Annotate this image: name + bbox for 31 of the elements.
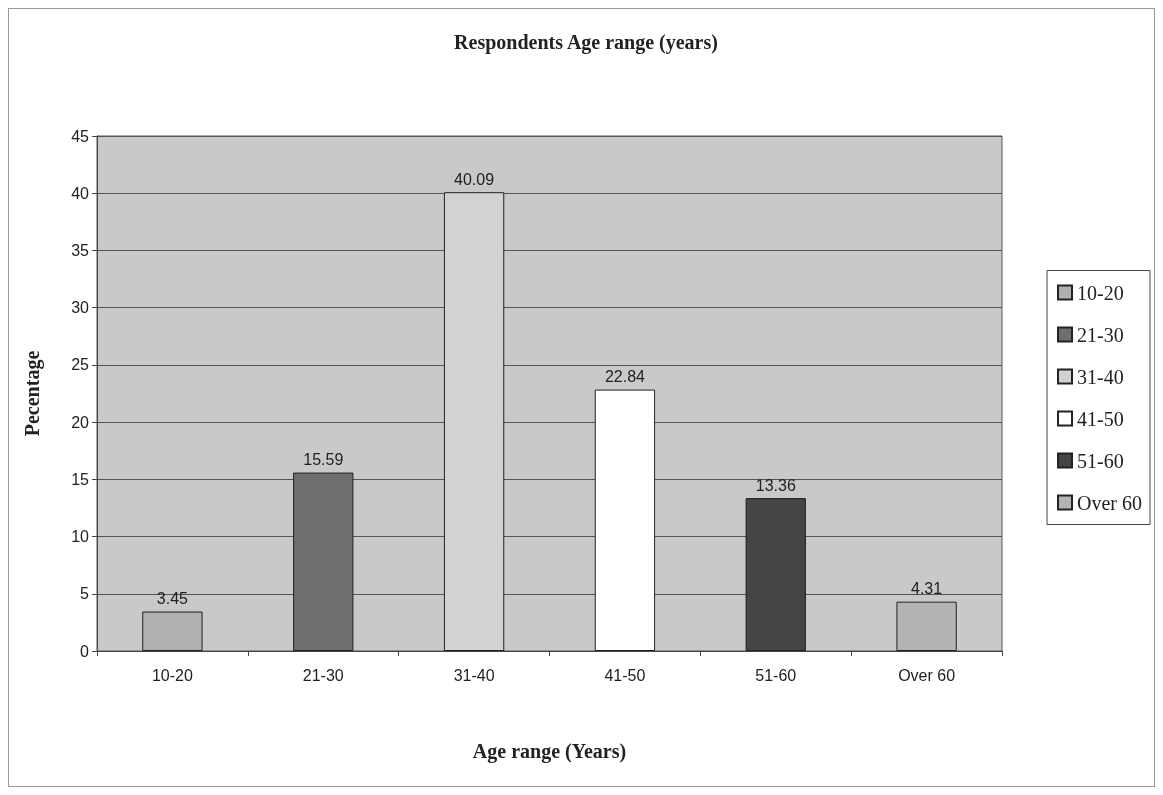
y-tick-label: 30 xyxy=(71,299,90,317)
x-tick-label: 51-60 xyxy=(755,666,797,684)
y-tick-label: 15 xyxy=(71,470,90,488)
y-tick-label: 0 xyxy=(80,642,90,660)
data-label: 4.31 xyxy=(911,580,943,598)
data-label: 40.09 xyxy=(454,170,495,188)
y-tick-label: 35 xyxy=(71,241,90,259)
y-axis-title: Pecentage xyxy=(21,350,44,437)
y-tick-label: 25 xyxy=(71,356,90,374)
y-tick-label: 40 xyxy=(71,184,90,202)
legend-label: 51-60 xyxy=(1077,449,1124,472)
data-label: 15.59 xyxy=(303,451,344,469)
x-tick-label: Over 60 xyxy=(898,666,956,684)
legend-label: 41-50 xyxy=(1077,407,1124,430)
legend-label: 10-20 xyxy=(1077,281,1124,304)
x-tick-label: 31-40 xyxy=(453,666,495,684)
data-label: 22.84 xyxy=(604,368,646,386)
legend-label: 21-30 xyxy=(1077,323,1124,346)
x-axis-title: Age range (Years) xyxy=(472,740,627,763)
data-label: 13.36 xyxy=(755,476,796,494)
y-tick-label: 10 xyxy=(71,528,90,546)
y-tick-label: 20 xyxy=(71,413,90,431)
y-tick-label: 5 xyxy=(80,585,90,603)
data-label: 3.45 xyxy=(156,590,189,608)
y-tick-label: 45 xyxy=(71,127,90,145)
chart-title: Respondents Age range (years) xyxy=(454,31,718,54)
x-tick-label: 21-30 xyxy=(302,666,344,684)
legend-label: 31-40 xyxy=(1077,365,1124,388)
x-tick-label: 41-50 xyxy=(604,666,646,684)
legend-label: Over 60 xyxy=(1077,491,1142,514)
x-tick-label: 10-20 xyxy=(151,666,193,684)
